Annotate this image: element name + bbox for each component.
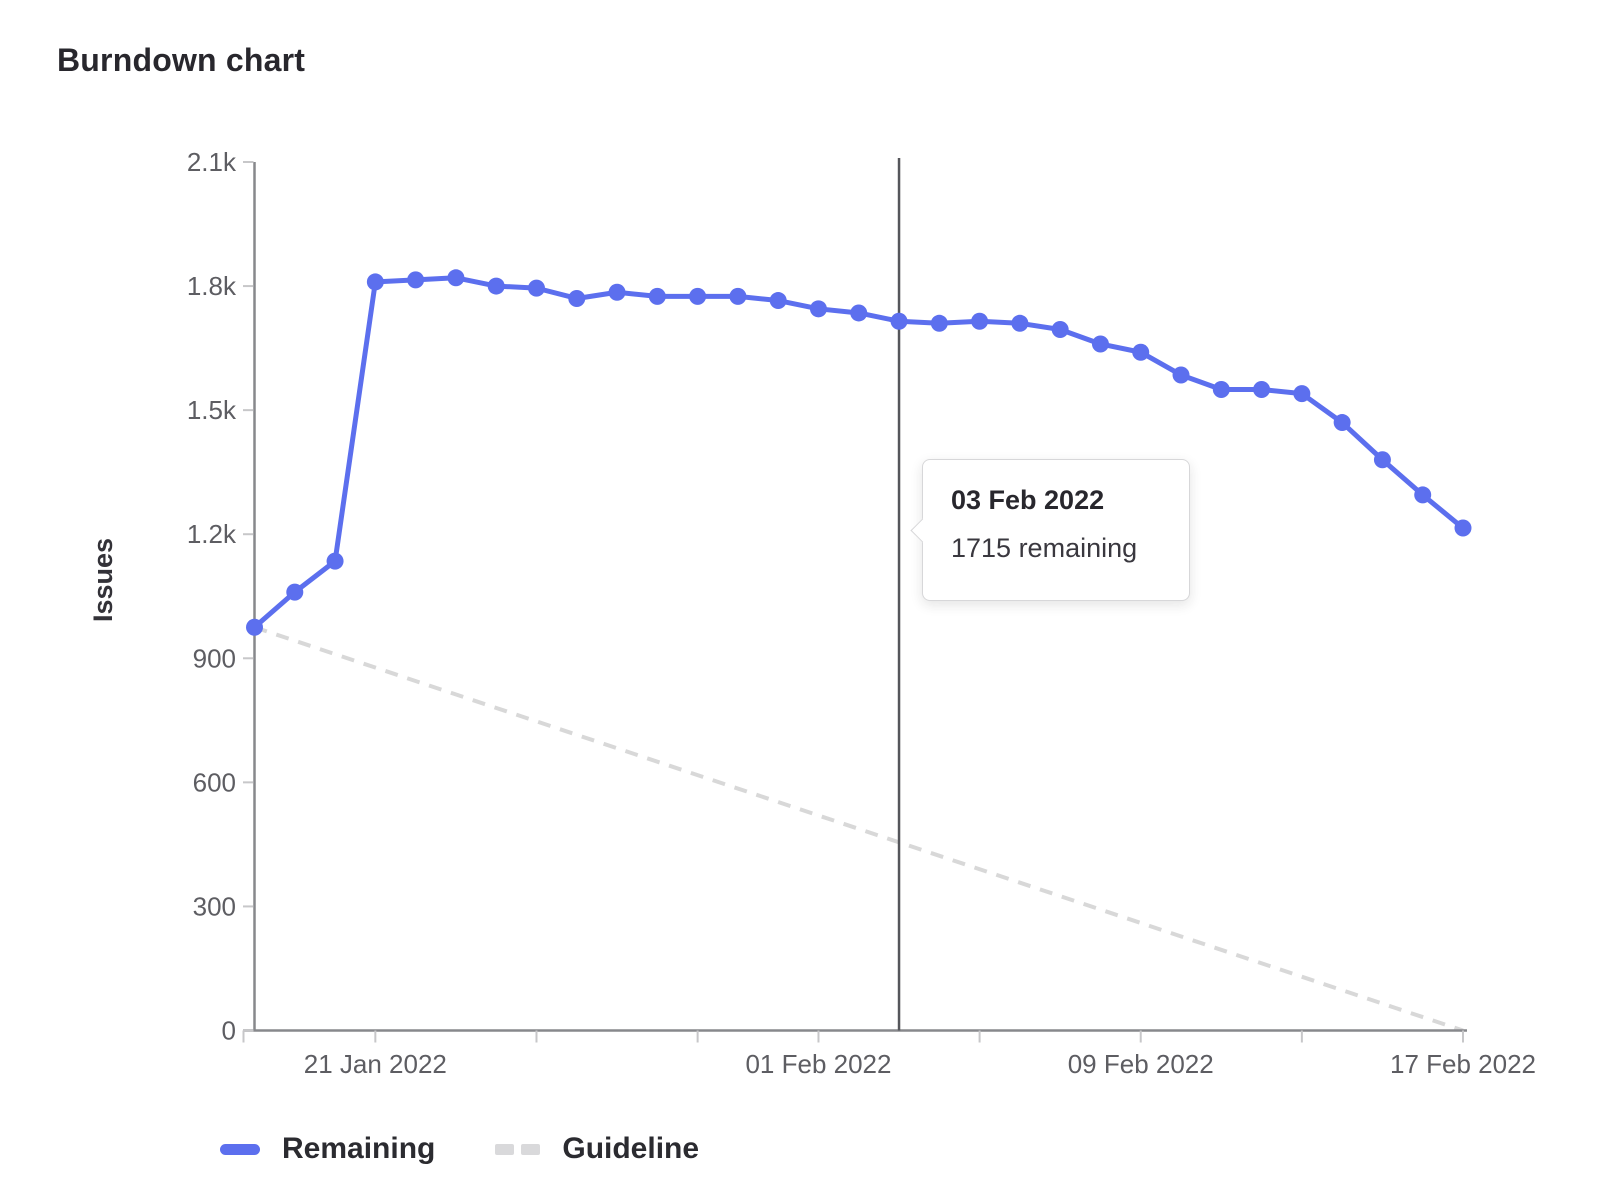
data-point-06-feb-2022[interactable] bbox=[1011, 314, 1029, 332]
tooltip-remaining-value: 1715 remaining bbox=[951, 533, 1138, 563]
legend-item-remaining[interactable]: Remaining bbox=[220, 1132, 435, 1166]
y-axis-tick-label: 0 bbox=[222, 1016, 236, 1046]
data-point-26-jan-2022[interactable] bbox=[568, 289, 586, 307]
remaining-line-swatch bbox=[220, 1143, 260, 1155]
legend-label-guideline: Guideline bbox=[562, 1132, 700, 1165]
data-point-22-jan-2022[interactable] bbox=[407, 271, 425, 289]
legend-label-remaining: Remaining bbox=[282, 1132, 436, 1165]
remaining-series-line bbox=[252, 275, 1466, 630]
data-point-19-jan-2022[interactable] bbox=[286, 583, 304, 601]
data-point-11-feb-2022[interactable] bbox=[1212, 380, 1230, 398]
data-point-05-feb-2022[interactable] bbox=[971, 312, 989, 330]
data-point-30-jan-2022[interactable] bbox=[729, 287, 747, 305]
data-point-07-feb-2022[interactable] bbox=[1051, 320, 1069, 338]
data-point-01-feb-2022[interactable] bbox=[809, 300, 827, 318]
data-point-08-feb-2022[interactable] bbox=[1091, 335, 1109, 353]
page-title: Burndown chart bbox=[57, 42, 306, 78]
data-point-21-jan-2022[interactable] bbox=[366, 273, 384, 291]
y-axis-tick-label: 600 bbox=[193, 767, 236, 797]
guideline-series-line bbox=[253, 625, 1464, 1033]
data-point-25-jan-2022[interactable] bbox=[527, 279, 545, 297]
y-axis-tick-label: 900 bbox=[193, 643, 236, 673]
chart-legend: Remaining Guideline bbox=[220, 1131, 699, 1167]
y-axis-tick-label: 2.1k bbox=[187, 147, 237, 177]
legend-item-guideline[interactable]: Guideline bbox=[495, 1132, 699, 1166]
data-point-03-feb-2022[interactable] bbox=[890, 312, 908, 330]
x-axis-tick-label: 01 Feb 2022 bbox=[745, 1049, 891, 1079]
data-point-10-feb-2022[interactable] bbox=[1172, 366, 1190, 384]
y-axis-title: Issues bbox=[88, 538, 118, 622]
data-point-16-feb-2022[interactable] bbox=[1414, 486, 1432, 504]
y-axis-tick-label: 300 bbox=[193, 891, 236, 921]
y-axis-tick-label: 1.8k bbox=[187, 271, 237, 301]
data-point-18-jan-2022[interactable] bbox=[246, 618, 263, 636]
data-point-28-jan-2022[interactable] bbox=[648, 287, 666, 305]
data-point-20-jan-2022[interactable] bbox=[326, 552, 344, 570]
data-point-13-feb-2022[interactable] bbox=[1293, 385, 1311, 403]
data-point-27-jan-2022[interactable] bbox=[608, 283, 626, 301]
tooltip-date: 03 Feb 2022 bbox=[951, 485, 1105, 515]
y-axis-tick-label: 1.5k bbox=[187, 395, 237, 425]
data-point-09-feb-2022[interactable] bbox=[1132, 343, 1150, 361]
x-axis-tick-label: 21 Jan 2022 bbox=[304, 1049, 447, 1079]
data-point-15-feb-2022[interactable] bbox=[1373, 451, 1391, 469]
guideline-dash-swatch bbox=[495, 1143, 541, 1155]
x-axis-tick-label: 17 Feb 2022 bbox=[1390, 1049, 1536, 1079]
data-point-31-jan-2022[interactable] bbox=[769, 292, 787, 310]
data-point-12-feb-2022[interactable] bbox=[1253, 380, 1271, 398]
y-axis-tick-label: 1.2k bbox=[187, 519, 237, 549]
data-point-24-jan-2022[interactable] bbox=[487, 277, 505, 295]
chart-tooltip: 03 Feb 2022 1715 remaining bbox=[910, 459, 1190, 601]
data-point-29-jan-2022[interactable] bbox=[689, 287, 707, 305]
data-point-14-feb-2022[interactable] bbox=[1333, 414, 1351, 432]
data-point-04-feb-2022[interactable] bbox=[930, 314, 948, 332]
data-point-17-feb-2022[interactable] bbox=[1454, 519, 1472, 537]
x-axis-tick-label: 09 Feb 2022 bbox=[1068, 1049, 1214, 1079]
data-point-23-jan-2022[interactable] bbox=[447, 269, 465, 287]
data-point-02-feb-2022[interactable] bbox=[850, 304, 868, 322]
